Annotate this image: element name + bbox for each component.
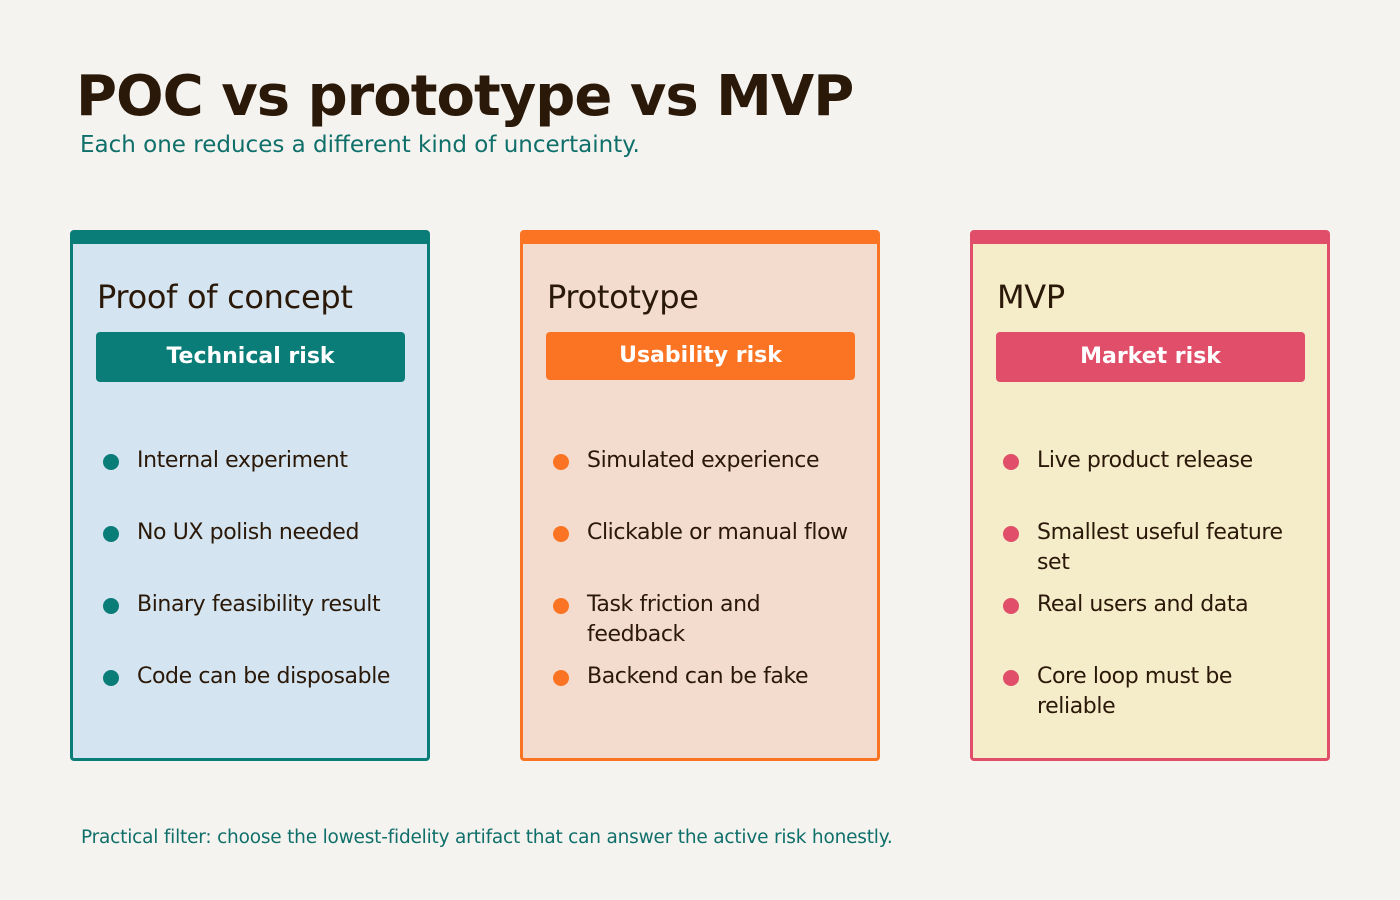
bullet-dot-icon [1003, 526, 1019, 542]
bullet-dot-icon [1003, 454, 1019, 470]
card-top-bar [973, 233, 1327, 244]
card-title: Prototype [547, 278, 699, 316]
list-item-text: Core loop must be reliable [1037, 664, 1233, 719]
list-item-text: No UX polish needed [137, 520, 360, 545]
bullet-list: Internal experiment No UX polish needed … [73, 233, 427, 758]
list-item-text: Live product release [1037, 448, 1253, 473]
list-item-text: Backend can be fake [587, 664, 809, 689]
list-item-text: Clickable or manual flow [587, 520, 848, 545]
bullet-dot-icon [553, 454, 569, 470]
bullet-list: Simulated experience Clickable or manual… [523, 233, 877, 758]
bullet-dot-icon [103, 598, 119, 614]
card-title: Proof of concept [97, 278, 353, 316]
bullet-dot-icon [553, 526, 569, 542]
card-top-bar [73, 233, 427, 244]
card-mvp: MVP Market risk Live product release Sma… [970, 230, 1330, 761]
list-item-text: Binary feasibility result [137, 592, 381, 617]
risk-badge: Usability risk [546, 332, 855, 380]
page-title: POC vs prototype vs MVP [76, 64, 854, 129]
bullet-dot-icon [553, 670, 569, 686]
bullet-dot-icon [1003, 598, 1019, 614]
list-item-text: Smallest useful feature set [1037, 520, 1283, 575]
bullet-list: Live product release Smallest useful fea… [973, 233, 1327, 758]
risk-badge: Technical risk [96, 332, 405, 382]
list-item-text: Simulated experience [587, 448, 820, 473]
card-prototype: Prototype Usability risk Simulated exper… [520, 230, 880, 761]
card-proof-of-concept: Proof of concept Technical risk Internal… [70, 230, 430, 761]
bullet-dot-icon [1003, 670, 1019, 686]
page-subtitle: Each one reduces a different kind of unc… [80, 132, 640, 158]
footer-note: Practical filter: choose the lowest-fide… [81, 827, 893, 848]
bullet-dot-icon [103, 526, 119, 542]
bullet-dot-icon [553, 598, 569, 614]
bullet-dot-icon [103, 670, 119, 686]
list-item-text: Internal experiment [137, 448, 348, 473]
risk-badge: Market risk [996, 332, 1305, 382]
list-item-text: Code can be disposable [137, 664, 391, 689]
list-item-text: Task friction and feedback [587, 592, 761, 647]
card-top-bar [523, 233, 877, 244]
card-title: MVP [997, 278, 1065, 316]
bullet-dot-icon [103, 454, 119, 470]
list-item-text: Real users and data [1037, 592, 1249, 617]
